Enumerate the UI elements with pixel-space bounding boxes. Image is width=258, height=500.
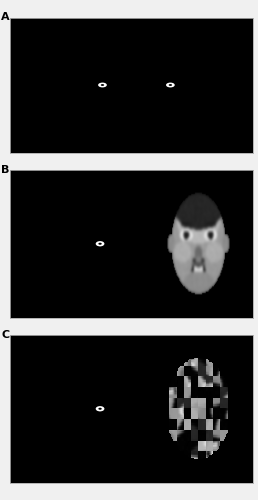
Text: A: A [1, 12, 10, 22]
Circle shape [98, 242, 102, 245]
Text: C: C [1, 330, 9, 340]
Circle shape [101, 84, 104, 86]
Circle shape [98, 82, 107, 87]
Circle shape [169, 84, 172, 86]
Circle shape [166, 82, 175, 87]
Text: B: B [1, 165, 10, 175]
Circle shape [98, 408, 102, 410]
Circle shape [96, 406, 104, 411]
Circle shape [96, 241, 104, 246]
